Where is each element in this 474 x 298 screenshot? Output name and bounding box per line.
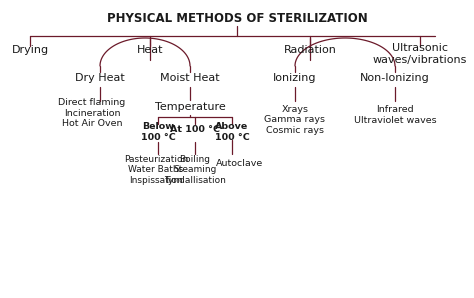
Text: At 100 °C: At 100 °C xyxy=(170,125,220,134)
Text: Temperature: Temperature xyxy=(155,102,225,112)
Text: Dry Heat: Dry Heat xyxy=(75,73,125,83)
Text: Heat: Heat xyxy=(137,45,163,55)
Text: Boiling
Steaming
Tyndallisation: Boiling Steaming Tyndallisation xyxy=(164,155,226,185)
Text: PHYSICAL METHODS OF STERILIZATION: PHYSICAL METHODS OF STERILIZATION xyxy=(107,12,367,25)
Text: Infrared
Ultraviolet waves: Infrared Ultraviolet waves xyxy=(354,105,436,125)
Text: Drying: Drying xyxy=(11,45,48,55)
Text: Pasteurization
Water Baths
Inspissation: Pasteurization Water Baths Inspissation xyxy=(124,155,188,185)
Text: Xrays
Gamma rays
Cosmic rays: Xrays Gamma rays Cosmic rays xyxy=(264,105,326,135)
Text: Direct flaming
Incineration
Hot Air Oven: Direct flaming Incineration Hot Air Oven xyxy=(58,98,126,128)
Text: Below
100 °C: Below 100 °C xyxy=(141,122,175,142)
Text: Ionizing: Ionizing xyxy=(273,73,317,83)
Text: Ultrasonic
waves/vibrations: Ultrasonic waves/vibrations xyxy=(373,43,467,65)
Text: Moist Heat: Moist Heat xyxy=(160,73,220,83)
Text: Above
100 °C: Above 100 °C xyxy=(215,122,249,142)
Text: Non-Ionizing: Non-Ionizing xyxy=(360,73,430,83)
Text: Autoclave: Autoclave xyxy=(216,159,264,167)
Text: Radiation: Radiation xyxy=(283,45,337,55)
